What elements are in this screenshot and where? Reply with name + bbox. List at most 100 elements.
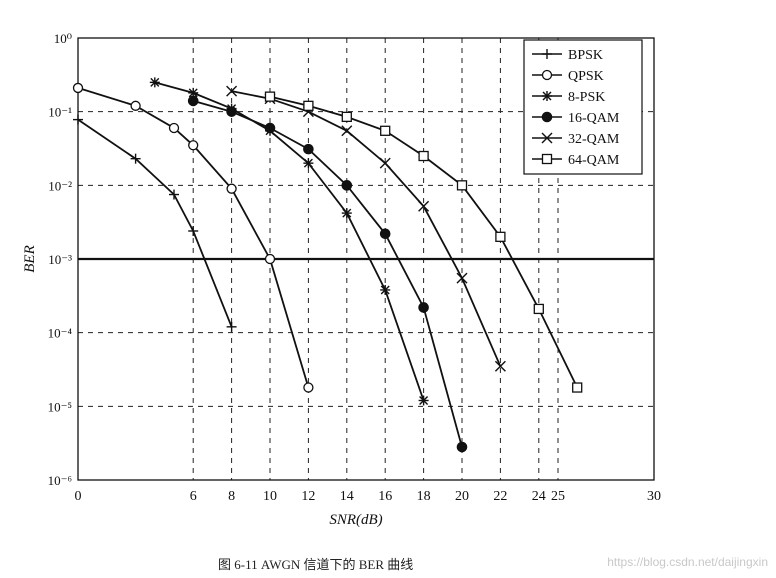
data-point-64-qam <box>380 125 391 136</box>
legend-label: 8-PSK <box>568 90 605 105</box>
data-point-32-qam <box>226 85 238 97</box>
marker-stroke <box>419 396 429 405</box>
legend-marker <box>541 153 553 165</box>
marker-shape <box>541 153 553 165</box>
marker-stroke <box>150 77 160 87</box>
data-point-64-qam <box>303 100 314 111</box>
ber-chart-svg: 0 6 8 10 12 14 16 18 20 22 24 25 30 10⁰ 10⁻¹ 10⁻² 10⁻³ 10… <box>22 31 661 528</box>
data-point-8-psk <box>341 208 352 219</box>
marker-shape <box>541 111 553 123</box>
data-point-64-qam <box>264 91 276 102</box>
watermark-text: https://blog.csdn.net/daijingxin <box>607 555 768 569</box>
data-point-16-qam <box>418 302 429 313</box>
data-point-bpsk <box>188 225 199 236</box>
y-tick-label: 10⁻⁴ <box>48 326 73 341</box>
marker-shape <box>341 180 353 191</box>
x-tick-label: 22 <box>493 489 507 504</box>
marker-shape <box>264 91 276 102</box>
data-point-bpsk <box>73 114 83 125</box>
data-point-8-psk <box>380 284 391 295</box>
data-point-16-qam <box>264 122 276 134</box>
series-line-32-qam <box>231 90 502 367</box>
data-point-16-qam <box>226 106 237 117</box>
series-line-bpsk <box>77 118 233 328</box>
data-point-16-qam <box>379 228 391 240</box>
legend-label: 32-QAM <box>568 132 620 147</box>
x-tick-label: 0 <box>75 489 82 504</box>
x-tick-label: 6 <box>190 489 197 504</box>
marker-shape <box>456 441 468 453</box>
legend-item-qpsk: QPSK <box>532 69 604 84</box>
legend-item-16-qam: 16-QAM <box>532 111 620 126</box>
x-tick-label: 18 <box>417 489 431 504</box>
legend-box <box>523 39 643 175</box>
legend: BPSK QPSK 8-PSK 16-QAM 32-QAM 64-QAM <box>523 39 643 175</box>
data-point-8-psk <box>418 395 429 406</box>
x-tick-label: 24 <box>532 489 546 504</box>
series-16-qam <box>187 95 468 453</box>
legend-label: QPSK <box>568 69 604 84</box>
legend-item-32-qam: 32-QAM <box>532 132 620 147</box>
data-point-qpsk <box>188 140 199 151</box>
marker-shape <box>341 111 352 123</box>
marker-shape <box>264 122 276 134</box>
x-tick-label: 10 <box>263 489 277 504</box>
x-tick-label: 30 <box>647 489 661 504</box>
marker-stroke <box>379 157 391 169</box>
y-tick-label: 10⁻¹ <box>48 105 72 120</box>
data-point-64-qam <box>533 303 544 315</box>
marker-stroke <box>342 208 352 218</box>
marker-shape <box>187 95 199 107</box>
y-axis-label: BER <box>22 245 38 273</box>
marker-stroke <box>188 88 198 98</box>
data-point-32-qam <box>341 125 353 137</box>
series-64-qam <box>264 91 583 393</box>
figure-caption: 图 6-11 AWGN 信道下的 BER 曲线 <box>218 557 414 572</box>
data-point-64-qam <box>495 231 506 242</box>
marker-stroke <box>542 91 552 101</box>
marker-stroke <box>541 132 553 144</box>
data-point-qpsk <box>226 183 237 194</box>
y-tick-label: 10⁻³ <box>48 252 72 267</box>
data-point-8-psk <box>149 77 160 88</box>
marker-stroke <box>303 158 313 168</box>
marker-shape <box>303 382 314 393</box>
marker-stroke <box>226 85 238 97</box>
marker-stroke <box>494 360 506 372</box>
data-point-16-qam <box>303 143 314 155</box>
marker-stroke <box>380 285 390 295</box>
marker-shape <box>456 180 468 191</box>
marker-shape <box>264 253 276 265</box>
y-tick-label: 10⁻² <box>48 178 72 193</box>
legend-marker <box>541 111 553 123</box>
marker-shape <box>303 143 314 155</box>
data-point-64-qam <box>418 150 429 162</box>
marker-shape <box>541 69 553 81</box>
data-point-qpsk <box>168 122 180 134</box>
series-bpsk <box>73 114 237 332</box>
series-line-16-qam <box>192 100 463 448</box>
legend-item-8-psk: 8-PSK <box>532 90 605 105</box>
data-point-16-qam <box>341 180 353 191</box>
series-qpsk <box>72 82 314 393</box>
marker-shape <box>168 122 180 134</box>
data-point-bpsk <box>226 321 237 332</box>
x-tick-label: 16 <box>378 489 392 504</box>
data-point-qpsk <box>264 253 276 265</box>
y-tick-label: 10⁻⁵ <box>48 399 72 414</box>
data-point-16-qam <box>187 95 199 107</box>
data-point-8-psk <box>188 87 199 98</box>
caption-row: 图 6-11 AWGN 信道下的 BER 曲线 https://blog.csd… <box>0 552 776 574</box>
x-tick-label: 8 <box>228 489 235 504</box>
data-point-8-psk <box>303 158 314 169</box>
marker-shape <box>379 228 391 240</box>
data-point-32-qam <box>456 272 468 284</box>
data-point-32-qam <box>418 200 430 212</box>
marker-shape <box>226 183 237 194</box>
series-line-8-psk <box>154 81 425 401</box>
marker-shape <box>188 140 199 151</box>
x-tick-label: 20 <box>455 489 469 504</box>
marker-shape <box>380 125 391 136</box>
marker-shape <box>72 82 84 94</box>
legend-item-bpsk: BPSK <box>532 48 603 63</box>
